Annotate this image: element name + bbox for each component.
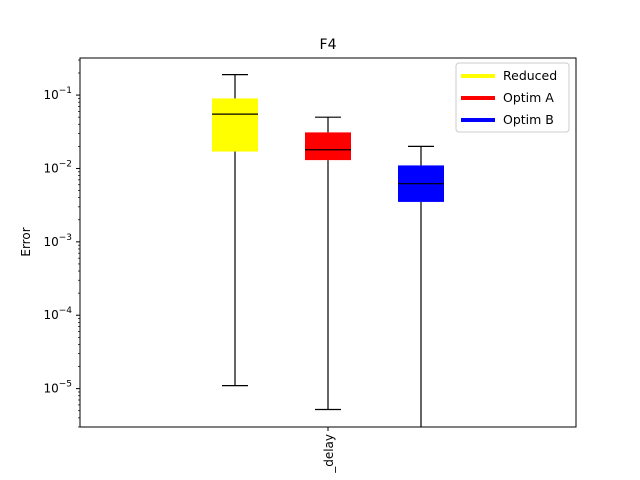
y-tick-exponent: −2 (59, 159, 72, 169)
legend-label: Optim B (503, 112, 554, 127)
y-tick-base: 10 (43, 88, 58, 102)
legend-frame (455, 62, 570, 133)
y-tick-label: 10−2 (43, 159, 72, 175)
box-reduced (212, 98, 258, 152)
y-tick-label: 10−3 (43, 233, 72, 249)
legend-label: Reduced (503, 68, 557, 83)
y-tick-base: 10 (43, 161, 58, 175)
y-tick-exponent: −4 (59, 306, 73, 316)
legend: Reduced Optim A Optim B (455, 62, 570, 133)
y-tick-label: 10−1 (43, 86, 72, 102)
x-tick-label: _delay (322, 434, 336, 474)
y-tick-base: 10 (43, 382, 58, 396)
y-tick-label: 10−4 (43, 306, 72, 322)
y-tick-label: 10−5 (43, 380, 72, 396)
y-tick-exponent: −3 (59, 233, 72, 243)
y-axis-label: Error (19, 227, 33, 256)
legend-label: Optim A (503, 90, 554, 105)
y-tick-base: 10 (43, 235, 58, 249)
y-tick-exponent: −5 (59, 380, 72, 390)
y-tick-exponent: −1 (59, 86, 72, 96)
y-tick-base: 10 (43, 308, 58, 322)
chart-title: F4 (320, 37, 337, 53)
box-optim-a (305, 132, 351, 161)
